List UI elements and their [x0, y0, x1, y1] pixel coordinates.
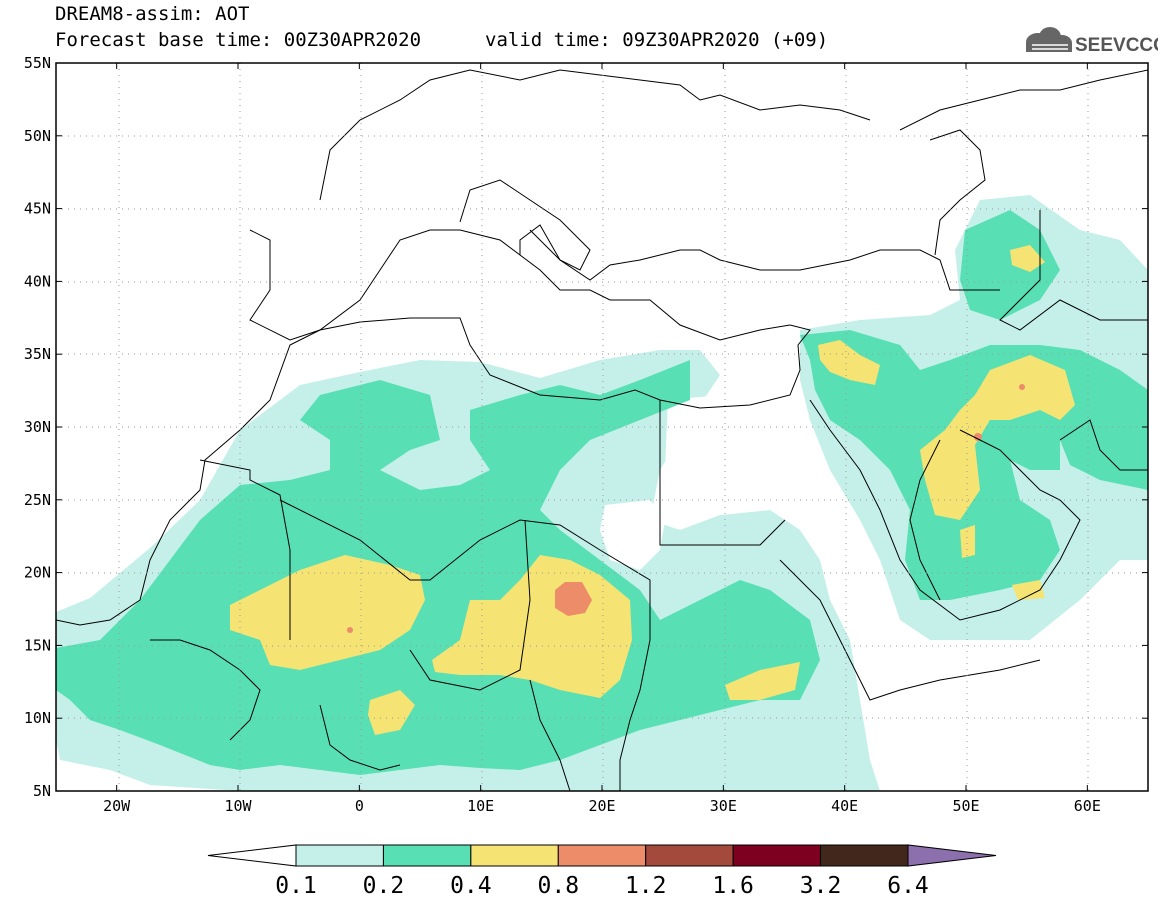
aot-fields: [56, 63, 1148, 791]
lat-tick-label: 35N: [24, 345, 51, 363]
logo-text: SEEVCCC: [1075, 35, 1158, 56]
legend-swatch: [557, 844, 647, 867]
title-line-2: Forecast base time: 00Z30APR2020: [55, 29, 422, 51]
lat-tick-label: 25N: [24, 491, 51, 509]
lon-tick-label: 20E: [588, 797, 615, 815]
lon-tick-label: 40E: [831, 797, 858, 815]
lat-tick-label: 20N: [24, 564, 51, 582]
lat-tick-label: 45N: [24, 200, 51, 218]
seevccc-logo: SEEVCCC: [1018, 24, 1165, 56]
coastlines-borders: [56, 69, 1148, 791]
legend-arrow-high: [907, 844, 997, 867]
longitude-ticks: 20W 10W 0 10E 20E 30E 40E 50E 60E: [103, 63, 1101, 815]
lat-tick-label: 30N: [24, 418, 51, 436]
legend-label: 1.2: [625, 873, 667, 899]
legend-label: 0.4: [450, 873, 492, 899]
lon-tick-label: 10W: [224, 797, 252, 815]
legend-swatch: [295, 844, 384, 867]
lat-tick-label: 55N: [24, 54, 51, 72]
cloud-icon: [1026, 27, 1072, 52]
legend-swatch: [820, 844, 909, 867]
legend-label: 1.6: [712, 873, 754, 899]
aot-level-0.4: [230, 245, 1075, 735]
graticule: [56, 63, 1148, 791]
latitude-ticks: 55N 50N 45N 40N 35N 30N 25N 20N 15N 10N 5N: [24, 54, 1148, 800]
lon-tick-label: 0: [355, 797, 364, 815]
legend-label: 0.1: [275, 873, 317, 899]
valid-time: valid time: 09Z30APR2020 (+09): [485, 29, 829, 51]
legend-arrow-low: [207, 844, 297, 867]
lat-tick-label: 40N: [24, 272, 51, 290]
lon-tick-label: 50E: [952, 797, 979, 815]
legend-swatch: [382, 844, 472, 867]
title-line-1: DREAM8-assim: AOT: [55, 3, 250, 25]
lat-tick-label: 5N: [33, 782, 51, 800]
lon-tick-label: 30E: [710, 797, 737, 815]
legend-swatch: [732, 844, 822, 867]
lat-tick-label: 15N: [24, 636, 51, 654]
lon-tick-label: 60E: [1074, 797, 1101, 815]
lat-tick-label: 50N: [24, 127, 51, 145]
legend-label: 0.2: [363, 873, 405, 899]
lat-tick-label: 10N: [24, 709, 51, 727]
legend-label: 6.4: [887, 873, 929, 899]
lon-tick-label: 10E: [467, 797, 494, 815]
legend-label: 0.8: [538, 873, 580, 899]
legend-swatch: [645, 844, 734, 867]
aot-level-0.8: [347, 384, 1025, 633]
lon-tick-label: 20W: [103, 797, 131, 815]
legend-swatch: [470, 844, 559, 867]
legend-label: 3.2: [800, 873, 842, 899]
